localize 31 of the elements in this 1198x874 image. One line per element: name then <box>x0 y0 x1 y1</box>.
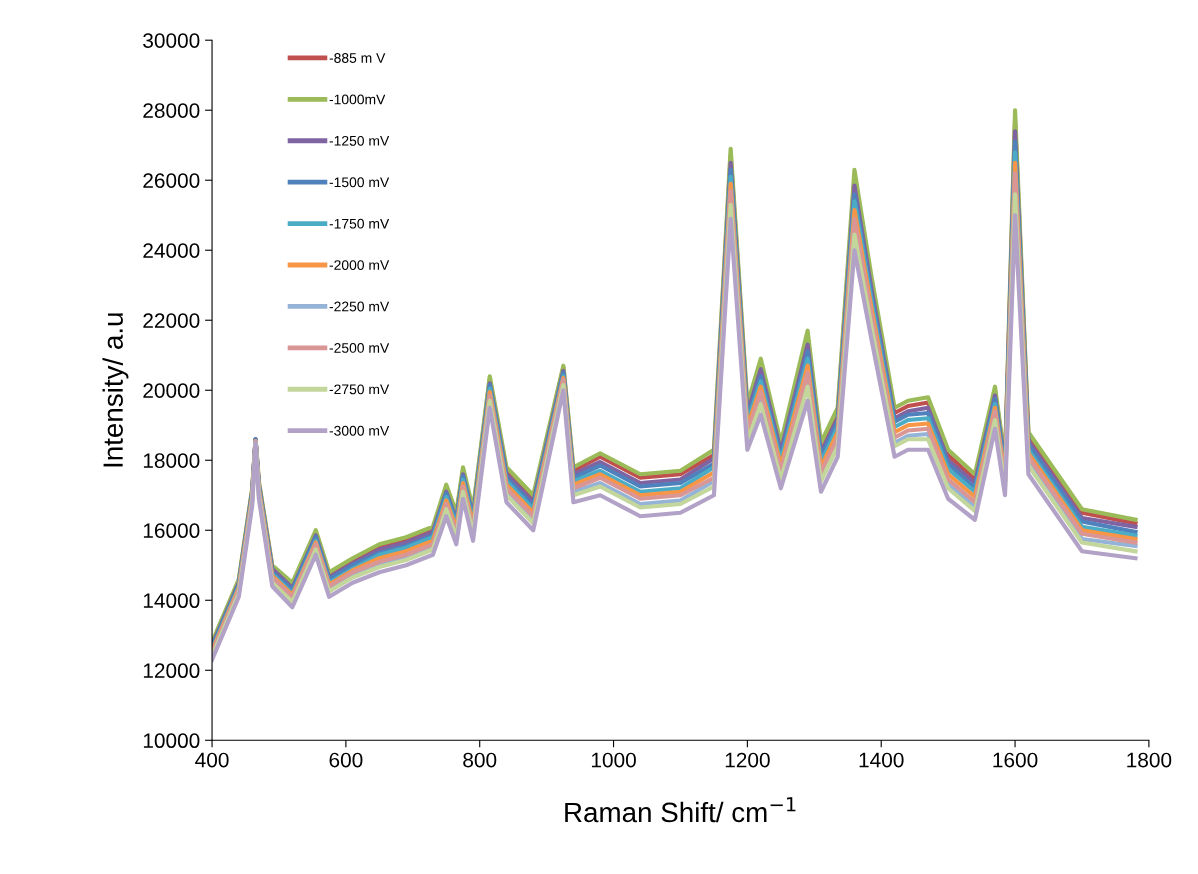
y-tick-label: 20000 <box>143 383 200 398</box>
y-tick-label: 16000 <box>143 523 200 539</box>
legend-label: -1750 mV <box>329 218 390 229</box>
x-axis-title: Raman Shift/ cm$^{−1}$ <box>565 797 796 823</box>
x-tick-label: 1800 <box>1127 752 1172 768</box>
y-tick-label: 24000 <box>143 243 200 258</box>
legend-label: -1000mV <box>329 94 386 105</box>
y-tick-label: 18000 <box>143 453 200 468</box>
x-tick-label: 600 <box>329 752 363 768</box>
legend-label: -2500 mV <box>329 343 390 353</box>
y-tick-label: 26000 <box>143 173 200 188</box>
y-axis-title: Intensity/ a.u <box>102 313 129 467</box>
y-tick-label: 30000 <box>143 33 200 48</box>
legend-label: -3000 mV <box>329 425 390 436</box>
legend-label: -885 m V <box>329 53 386 63</box>
legend-label: -1500 mV <box>329 177 390 188</box>
y-tick-label: 14000 <box>143 593 200 609</box>
y-tick-label: 22000 <box>143 313 200 328</box>
legend-label: -2000 mV <box>329 260 390 270</box>
legend-label: -2250 mV <box>329 301 390 312</box>
y-tick-label: 10000 <box>143 733 200 749</box>
x-tick-label: 1400 <box>859 752 904 768</box>
x-tick-label: 400 <box>195 752 229 768</box>
x-tick-label: 1000 <box>591 752 636 768</box>
x-tick-label: 1200 <box>725 752 770 768</box>
x-tick-label: 1600 <box>993 752 1038 768</box>
y-tick-label: 12000 <box>143 663 200 679</box>
x-tick-label: 800 <box>463 752 497 768</box>
legend-label: -2750 mV <box>329 384 390 395</box>
legend-label: -1250 mV <box>329 135 390 146</box>
y-tick-label: 28000 <box>143 103 200 118</box>
